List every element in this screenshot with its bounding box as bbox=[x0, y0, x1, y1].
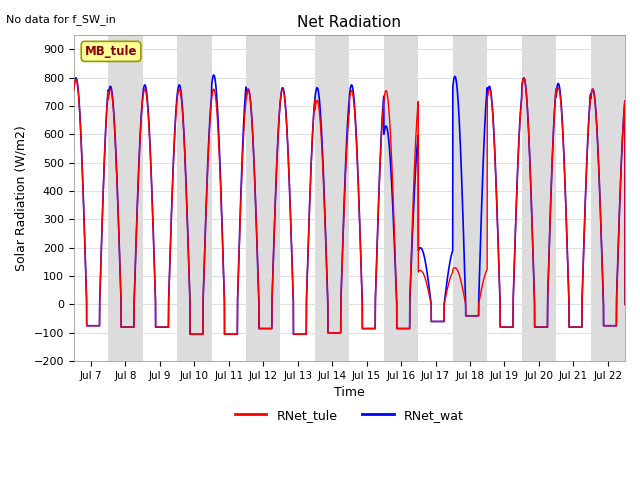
Bar bbox=[177, 36, 212, 361]
Bar bbox=[522, 36, 556, 361]
Bar bbox=[384, 36, 419, 361]
Text: MB_tule: MB_tule bbox=[85, 45, 138, 58]
Bar bbox=[315, 36, 349, 361]
Title: Net Radiation: Net Radiation bbox=[298, 15, 401, 30]
Y-axis label: Solar Radiation (W/m2): Solar Radiation (W/m2) bbox=[15, 125, 28, 271]
Bar bbox=[246, 36, 280, 361]
Text: No data for f_SW_in: No data for f_SW_in bbox=[6, 14, 116, 25]
Bar bbox=[452, 36, 487, 361]
Legend: RNet_tule, RNet_wat: RNet_tule, RNet_wat bbox=[230, 404, 468, 427]
Bar bbox=[591, 36, 625, 361]
X-axis label: Time: Time bbox=[334, 386, 365, 399]
Bar bbox=[108, 36, 143, 361]
